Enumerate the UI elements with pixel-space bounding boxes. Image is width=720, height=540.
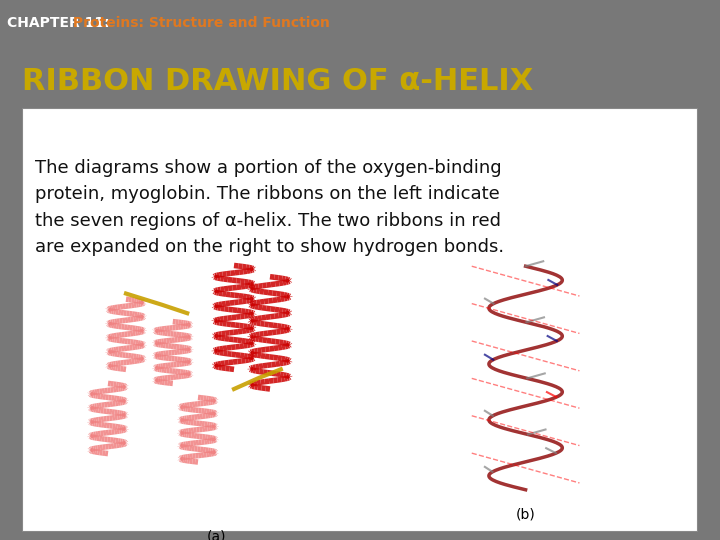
Text: CHAPTER 11:: CHAPTER 11: <box>7 16 110 30</box>
Text: RIBBON DRAWING OF α-HELIX: RIBBON DRAWING OF α-HELIX <box>22 68 533 97</box>
Text: The diagrams show a portion of the oxygen-binding
protein, myoglobin. The ribbon: The diagrams show a portion of the oxyge… <box>35 159 504 256</box>
Text: Proteins: Structure and Function: Proteins: Structure and Function <box>68 16 330 30</box>
Text: (a): (a) <box>206 529 226 540</box>
Text: (b): (b) <box>516 507 536 521</box>
FancyBboxPatch shape <box>22 108 698 532</box>
